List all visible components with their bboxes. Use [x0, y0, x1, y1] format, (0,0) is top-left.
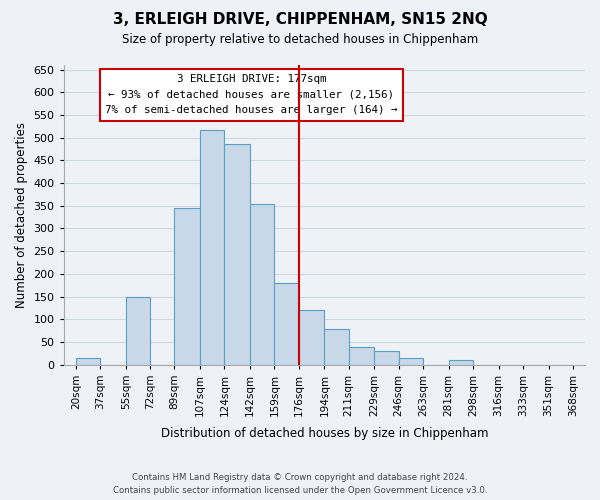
- X-axis label: Distribution of detached houses by size in Chippenham: Distribution of detached houses by size …: [161, 427, 488, 440]
- Bar: [76, 358, 100, 364]
- Text: 3, ERLEIGH DRIVE, CHIPPENHAM, SN15 2NQ: 3, ERLEIGH DRIVE, CHIPPENHAM, SN15 2NQ: [113, 12, 487, 28]
- Text: Contains HM Land Registry data © Crown copyright and database right 2024.
Contai: Contains HM Land Registry data © Crown c…: [113, 473, 487, 495]
- Text: Size of property relative to detached houses in Chippenham: Size of property relative to detached ho…: [122, 32, 478, 46]
- Bar: [274, 283, 299, 364]
- Bar: [175, 208, 200, 364]
- Y-axis label: Number of detached properties: Number of detached properties: [15, 122, 28, 308]
- Bar: [374, 351, 398, 364]
- Bar: [398, 358, 423, 364]
- Bar: [449, 360, 473, 364]
- Bar: [349, 346, 374, 364]
- Bar: [126, 296, 150, 364]
- Bar: [325, 330, 349, 364]
- Bar: [250, 204, 274, 364]
- Bar: [200, 130, 224, 364]
- Bar: [224, 144, 250, 364]
- Text: 3 ERLEIGH DRIVE: 177sqm
← 93% of detached houses are smaller (2,156)
7% of semi-: 3 ERLEIGH DRIVE: 177sqm ← 93% of detache…: [105, 74, 398, 115]
- Bar: [299, 310, 325, 364]
